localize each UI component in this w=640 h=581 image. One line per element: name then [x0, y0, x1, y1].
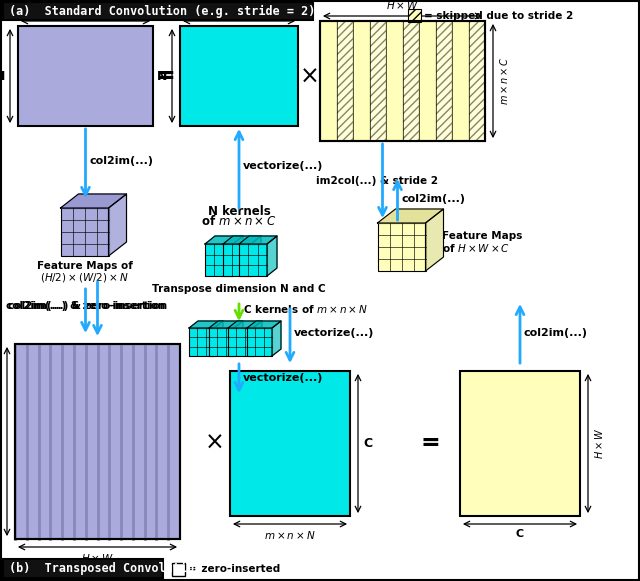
Bar — [337, 21, 353, 141]
Text: Feature Maps: Feature Maps — [442, 231, 523, 241]
Polygon shape — [251, 236, 261, 276]
Bar — [378, 223, 426, 271]
Bar — [15, 344, 180, 539]
Text: col2im(...): col2im(...) — [401, 194, 465, 204]
Polygon shape — [272, 321, 281, 356]
Bar — [435, 21, 452, 141]
Bar — [3, 2, 313, 20]
Text: $H\times W$: $H\times W$ — [386, 0, 419, 11]
Bar — [189, 328, 214, 356]
Polygon shape — [239, 236, 277, 244]
Bar — [209, 328, 234, 356]
Text: $\times$: $\times$ — [299, 64, 317, 88]
Text: of $m\times n\times C$: of $m\times n\times C$ — [202, 214, 276, 228]
Text: = skipped due to stride 2: = skipped due to stride 2 — [424, 11, 573, 21]
Text: $(H/2)\times(W/2)\times N$: $(H/2)\times(W/2)\times N$ — [40, 271, 129, 284]
Text: vectorize(...): vectorize(...) — [294, 328, 374, 338]
Polygon shape — [267, 236, 277, 276]
Text: C: C — [516, 529, 524, 539]
Bar — [435, 21, 452, 141]
Text: = zero-inserted: = zero-inserted — [189, 564, 280, 574]
Polygon shape — [378, 209, 444, 223]
Text: C: C — [363, 437, 372, 450]
Polygon shape — [209, 321, 243, 328]
Text: $H\times W$: $H\times W$ — [593, 428, 605, 459]
Text: $m\times n\times C$: $m\times n\times C$ — [498, 57, 510, 105]
Bar — [205, 244, 233, 276]
Polygon shape — [61, 194, 127, 208]
Text: $(H/2)\times(W/2)$: $(H/2)\times(W/2)$ — [52, 3, 119, 16]
Polygon shape — [228, 321, 262, 328]
Text: vectorize(...): vectorize(...) — [243, 373, 323, 383]
Text: vectorize(...): vectorize(...) — [243, 161, 323, 171]
Polygon shape — [223, 236, 261, 244]
Polygon shape — [109, 194, 127, 256]
Bar — [320, 21, 485, 141]
Bar — [468, 21, 485, 141]
Text: of $H\times W\times C$: of $H\times W\times C$ — [442, 242, 511, 254]
Bar — [369, 21, 386, 141]
Bar — [18, 26, 153, 126]
Text: C kernels of $m\times n\times N$: C kernels of $m\times n\times N$ — [243, 303, 368, 315]
Text: col2im(...): col2im(...) — [524, 328, 588, 338]
Bar — [468, 21, 485, 141]
Text: $m\times n\times C$: $m\times n\times C$ — [213, 4, 265, 16]
Bar — [180, 26, 298, 126]
Text: col2im(...): col2im(...) — [90, 156, 154, 166]
Bar — [223, 244, 251, 276]
Text: col2im(...) & zero-insertion: col2im(...) & zero-insertion — [8, 301, 166, 311]
Text: =: = — [155, 64, 175, 88]
Text: N kernels: N kernels — [207, 205, 270, 218]
Text: $\times$: $\times$ — [204, 429, 222, 454]
Text: Transpose dimension N and C: Transpose dimension N and C — [152, 284, 326, 294]
Bar — [403, 21, 419, 141]
Bar — [247, 328, 272, 356]
Text: $m\times n\times N$: $m\times n\times N$ — [0, 417, 2, 466]
Bar — [320, 21, 485, 141]
Bar — [369, 21, 386, 141]
Polygon shape — [205, 236, 243, 244]
Bar — [403, 21, 419, 141]
Polygon shape — [234, 321, 243, 356]
Bar — [61, 208, 109, 256]
Polygon shape — [189, 321, 223, 328]
Text: =: = — [420, 432, 440, 456]
Text: N: N — [157, 70, 167, 83]
Text: col2im(...) & zero-insertion: col2im(...) & zero-insertion — [6, 301, 164, 311]
Polygon shape — [247, 321, 281, 328]
Text: (a)  Standard Convolution (e.g. stride = 2): (a) Standard Convolution (e.g. stride = … — [9, 5, 316, 17]
Bar — [172, 563, 185, 576]
Bar — [337, 21, 353, 141]
Bar — [228, 328, 253, 356]
Bar — [239, 244, 267, 276]
Polygon shape — [214, 321, 223, 356]
Text: Feature Maps of: Feature Maps of — [36, 261, 132, 271]
Polygon shape — [233, 236, 243, 276]
Text: $H\times W$: $H\times W$ — [81, 552, 114, 564]
Text: (b)  Transposed Convolution: (b) Transposed Convolution — [9, 562, 202, 575]
Bar — [408, 9, 421, 22]
Bar — [3, 559, 163, 578]
Text: N: N — [0, 70, 5, 83]
Text: im2col(...) & stride 2: im2col(...) & stride 2 — [317, 176, 438, 186]
Bar — [460, 371, 580, 516]
Polygon shape — [253, 321, 262, 356]
Polygon shape — [426, 209, 444, 271]
Text: $m\times n\times N$: $m\times n\times N$ — [264, 529, 316, 541]
Bar — [230, 371, 350, 516]
Bar — [15, 344, 180, 539]
